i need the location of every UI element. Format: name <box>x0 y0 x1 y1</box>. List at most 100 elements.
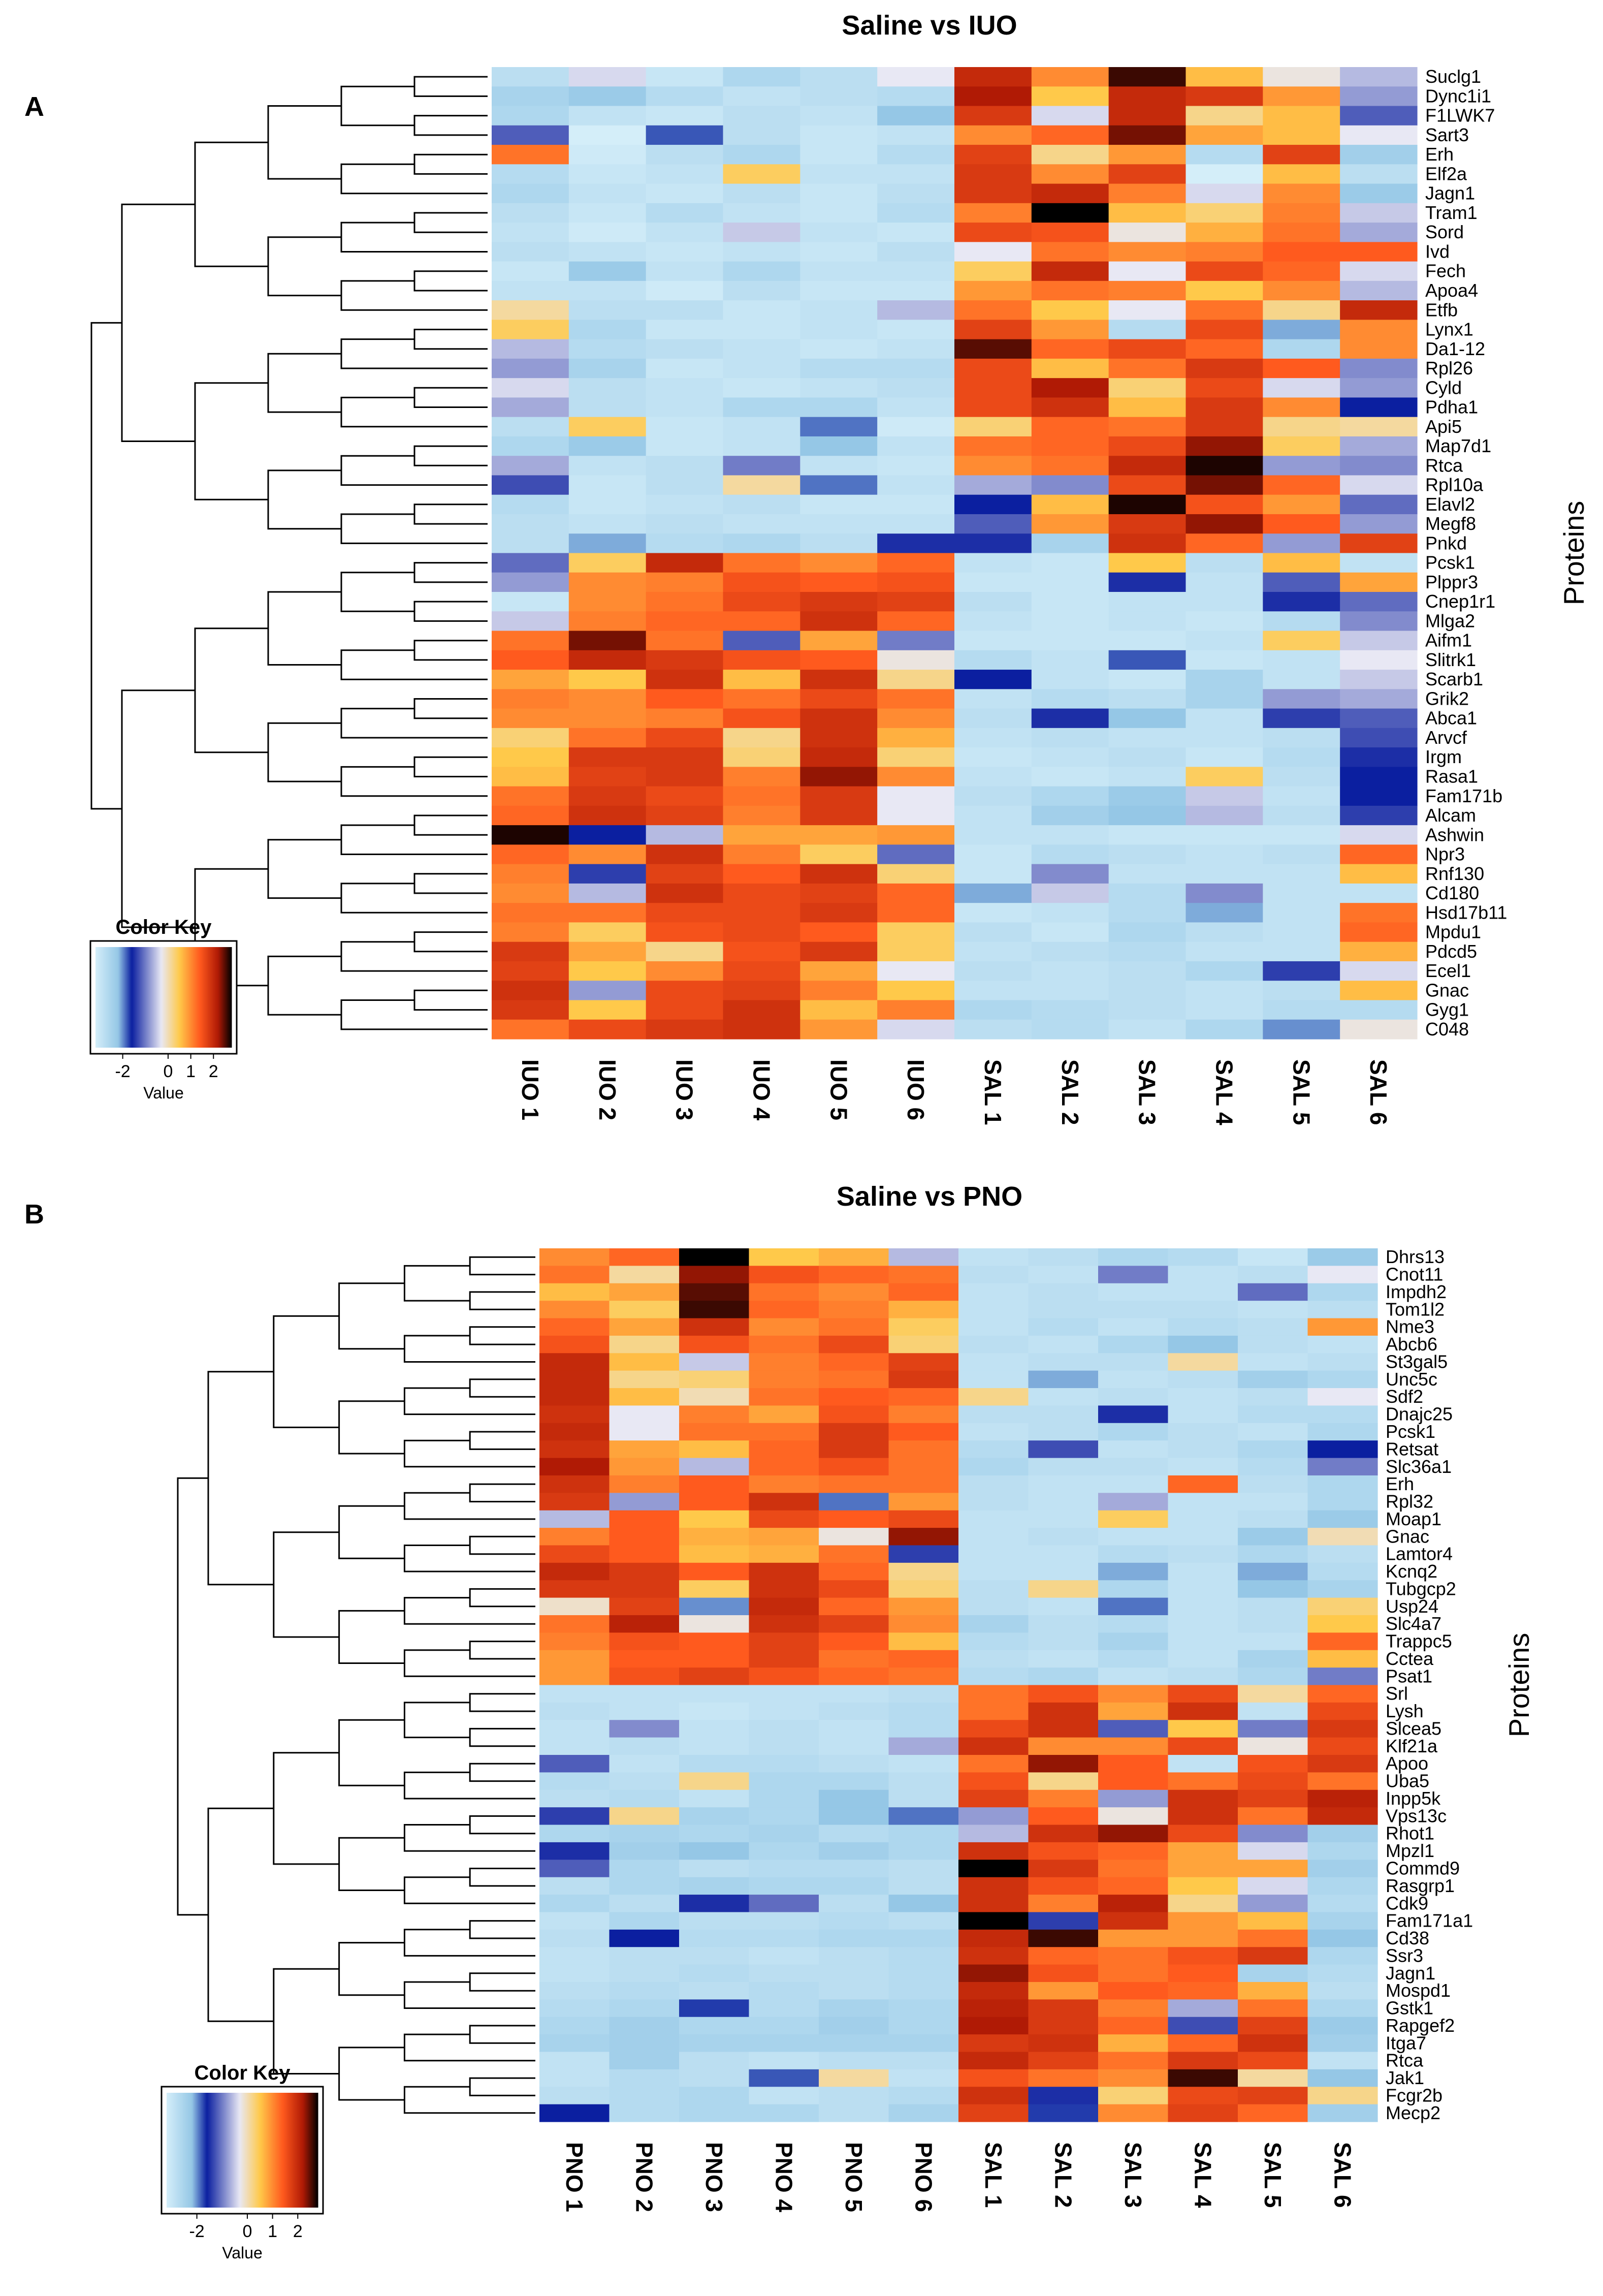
heatmap-cell <box>800 611 878 632</box>
heatmap-cell <box>1340 514 1418 534</box>
heatmap-cell <box>1168 1475 1238 1493</box>
row-label: Commd9 <box>1386 1858 1460 1879</box>
heatmap-cell <box>958 1405 1029 1424</box>
heatmap-cell <box>749 1405 819 1424</box>
heatmap-cell <box>1238 1877 1308 1895</box>
color-key-swatch <box>309 2093 311 2208</box>
color-key-swatch <box>257 2093 259 2208</box>
heatmap-cell <box>749 1597 819 1616</box>
row-label: Cctea <box>1386 1648 1434 1669</box>
heatmap-cell <box>568 883 647 903</box>
heatmap-cell <box>1168 1597 1238 1616</box>
row-label: Rnf130 <box>1425 863 1484 884</box>
heatmap-cell <box>877 533 955 554</box>
heatmap-cell <box>609 1650 680 1668</box>
heatmap-cell <box>1108 86 1187 107</box>
heatmap-cell <box>1263 961 1340 981</box>
color-key-swatch <box>314 2093 316 2208</box>
heatmap-cell <box>1238 1685 1308 1703</box>
heatmap-cell <box>877 125 955 145</box>
heatmap-cell <box>958 1737 1029 1755</box>
color-key-swatch <box>300 2093 302 2208</box>
heatmap-cell <box>1185 417 1263 437</box>
row-label: Hsd17b11 <box>1425 902 1507 923</box>
heatmap-cell <box>492 417 569 437</box>
heatmap-cell <box>646 864 724 884</box>
heatmap-cell <box>1307 1895 1378 1913</box>
heatmap-cell <box>492 844 569 865</box>
heatmap-cell <box>954 358 1032 379</box>
heatmap-cell <box>877 320 955 340</box>
heatmap-cell <box>646 533 724 554</box>
row-label: Elavl2 <box>1425 494 1475 515</box>
heatmap-cell <box>646 86 724 107</box>
heatmap-cell <box>1307 2104 1378 2122</box>
heatmap-cell <box>1031 553 1109 573</box>
column-label: SAL 5 <box>1288 1059 1315 1125</box>
heatmap-cell <box>1340 456 1418 476</box>
color-key-swatch <box>291 2093 293 2208</box>
heatmap-cell <box>954 280 1032 301</box>
heatmap-cell <box>1238 1982 1308 2000</box>
heatmap-cell <box>1238 1668 1308 1686</box>
heatmap-cell <box>609 1929 680 1947</box>
heatmap-cell <box>819 2104 889 2122</box>
heatmap-cell <box>877 397 955 418</box>
heatmap-cell <box>568 864 647 884</box>
dendrogram-branch <box>413 212 488 233</box>
heatmap-cell <box>1340 670 1418 689</box>
heatmap-cell <box>800 572 878 592</box>
color-key-swatch <box>128 947 130 1048</box>
heatmap-cell <box>1108 106 1187 126</box>
heatmap-cell <box>954 981 1032 1001</box>
heatmap-cell <box>539 1423 610 1441</box>
color-key-swatch <box>267 2093 269 2208</box>
dendrogram-branch <box>413 270 488 292</box>
heatmap-cell <box>888 1895 959 1913</box>
heatmap-cell <box>492 242 569 262</box>
heatmap-cell <box>646 747 724 767</box>
color-key-swatch <box>159 947 161 1048</box>
heatmap-cell <box>539 2069 610 2087</box>
heatmap-cell <box>749 1580 819 1598</box>
heatmap-cell <box>1185 378 1263 398</box>
dendrogram-branch <box>90 322 122 810</box>
color-key-swatch <box>161 947 163 1048</box>
heatmap-cell <box>1031 86 1109 107</box>
color-key-swatch <box>172 947 174 1048</box>
heatmap-cell <box>1098 2052 1169 2070</box>
heatmap-cell <box>819 1668 889 1686</box>
heatmap-cell <box>1031 320 1109 340</box>
heatmap-cell <box>1263 86 1340 107</box>
color-key-swatch <box>201 2093 203 2208</box>
color-key-swatch <box>256 2093 258 2208</box>
heatmap-cell <box>1108 378 1187 398</box>
heatmap-cell <box>1098 1947 1169 1965</box>
heatmap-cell <box>539 1632 610 1651</box>
heatmap-cell <box>1031 961 1109 981</box>
color-key-swatch <box>295 2093 297 2208</box>
heatmap-cell <box>954 631 1032 651</box>
heatmap-cell <box>679 1283 750 1301</box>
dendrogram-branch <box>273 1315 339 1428</box>
color-key-swatch <box>230 947 232 1048</box>
heatmap-cell <box>1098 1493 1169 1511</box>
heatmap-cell <box>1263 941 1340 962</box>
heatmap-cell <box>819 1842 889 1860</box>
heatmap-cell <box>1108 572 1187 592</box>
heatmap-cell <box>958 1301 1029 1319</box>
heatmap-cell <box>646 767 724 787</box>
color-key-swatch <box>238 2093 240 2208</box>
heatmap-cell <box>877 145 955 165</box>
heatmap-cell <box>1340 553 1418 573</box>
heatmap-cell <box>958 1597 1029 1616</box>
heatmap-cell <box>1340 767 1418 787</box>
heatmap-cell <box>723 922 800 942</box>
heatmap-cell <box>1185 223 1263 242</box>
heatmap-cell <box>1098 1545 1169 1563</box>
heatmap-cell <box>877 941 955 962</box>
heatmap-cell <box>1098 1301 1169 1319</box>
heatmap-cell <box>1168 1440 1238 1459</box>
column-label: PNO 1 <box>561 2142 588 2212</box>
heatmap-cell <box>958 1685 1029 1703</box>
